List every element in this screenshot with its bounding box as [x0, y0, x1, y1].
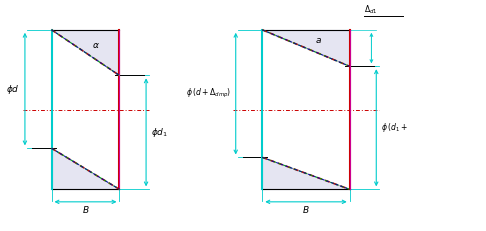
- Text: $\Delta_{d1}$: $\Delta_{d1}$: [364, 4, 378, 16]
- Text: $\alpha$: $\alpha$: [92, 41, 100, 50]
- Text: $\phi\,(d+\Delta_{dmp})$: $\phi\,(d+\Delta_{dmp})$: [186, 87, 231, 100]
- Text: $\phi d_1$: $\phi d_1$: [151, 126, 168, 139]
- Text: $\phi\,(d_1+$: $\phi\,(d_1+$: [381, 121, 408, 134]
- Text: $\phi d$: $\phi d$: [6, 82, 20, 96]
- Polygon shape: [262, 157, 349, 189]
- Polygon shape: [262, 30, 349, 66]
- Text: $B$: $B$: [82, 204, 89, 215]
- Text: $B$: $B$: [302, 204, 310, 215]
- Polygon shape: [52, 148, 120, 189]
- Polygon shape: [52, 30, 120, 75]
- Text: $a$: $a$: [315, 36, 322, 45]
